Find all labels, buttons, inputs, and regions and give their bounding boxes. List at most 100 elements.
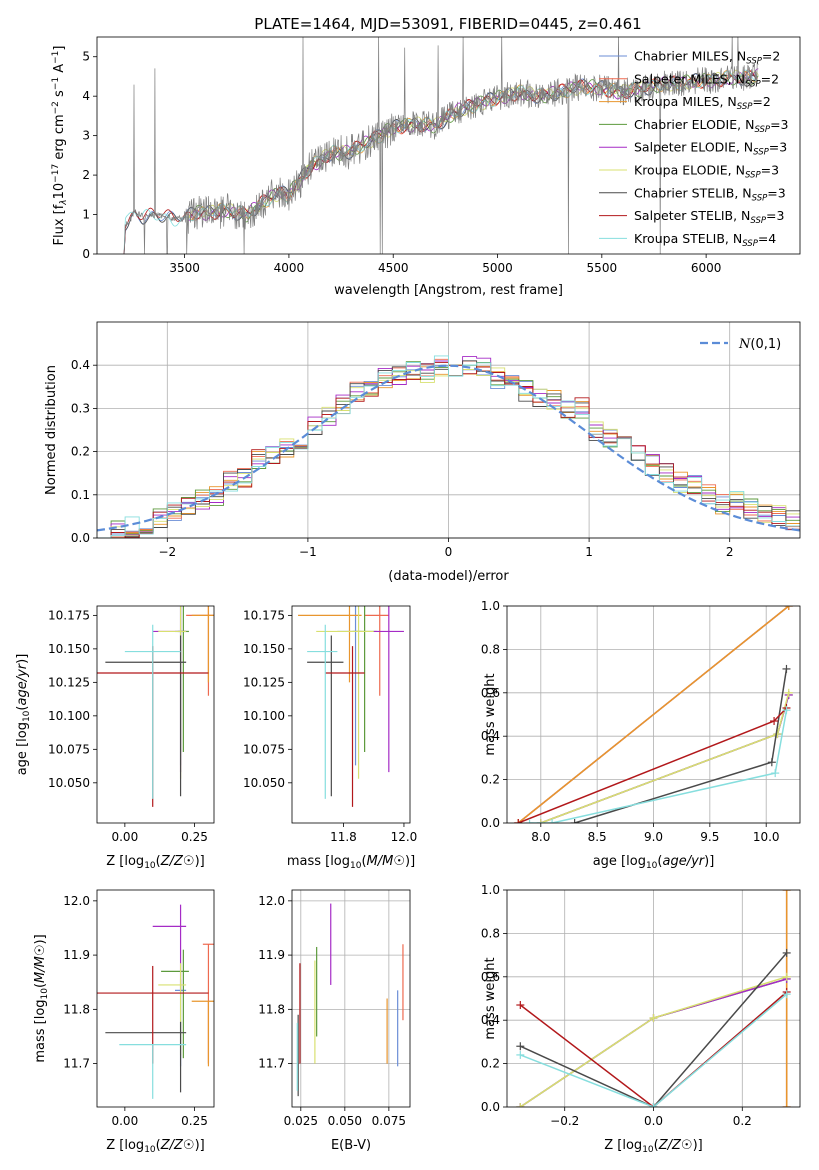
y-tick-label: 0.8 <box>481 926 500 940</box>
legend-label: N(0,1) <box>738 337 781 352</box>
y-tick-label: 0.0 <box>71 531 90 545</box>
panel-1: −2 −1 0 1 2 0.0 0.1 0.2 0.3 0.4 (data-model)/error… <box>44 321 801 584</box>
y-axis-label: mass weight <box>483 673 498 755</box>
y-tick-label: 12.0 <box>63 894 90 908</box>
x-tick-label: 6000 <box>691 261 722 275</box>
x-axis-label: mass [log10(M/M☉)] <box>287 854 415 871</box>
legend: Chabrier MILES, NSSP=2 Salpeter MILES, NS… <box>599 49 789 249</box>
x-tick-label: −0.2 <box>550 1114 579 1128</box>
weight-line <box>517 606 790 823</box>
weight-line <box>529 710 788 823</box>
legend-label: Chabrier ELODIE, NSSP=3 <box>634 117 789 135</box>
legend-label: Kroupa ELODIE, NSSP=3 <box>634 163 779 181</box>
histogram-plot <box>97 355 800 538</box>
y-tick-label: 10.150 <box>243 642 285 656</box>
y-tick-label: 4 <box>82 89 90 103</box>
gaussian-curve <box>97 364 800 532</box>
y-tick-label: 10.100 <box>243 709 285 723</box>
y-tick-label: 11.9 <box>63 948 90 962</box>
y-tick-label: 0.4 <box>481 1013 500 1027</box>
x-tick-label: −2 <box>158 545 176 559</box>
y-tick-label: 11.7 <box>258 1057 285 1071</box>
x-tick-label: 0.0 <box>644 1114 663 1128</box>
x-tick-label: 3500 <box>169 261 200 275</box>
weight-line <box>540 694 790 823</box>
x-axis-label: Z [log10(Z/Z☉)] <box>106 1138 204 1155</box>
x-tick-label: 10.0 <box>753 830 780 844</box>
weight-line <box>519 952 788 1107</box>
residual-histogram <box>97 355 800 538</box>
x-tick-label: 11.8 <box>330 830 357 844</box>
y-tick-label: 2 <box>82 168 90 182</box>
y-tick-label: 11.8 <box>63 1002 90 1016</box>
y-axis-label: Normed distribution <box>44 365 59 495</box>
y-tick-label: 11.7 <box>63 1057 90 1071</box>
x-axis-label: Z [log10(Z/Z☉)] <box>604 1138 702 1155</box>
y-axis-label: mass [log10(M/M☉)] <box>33 934 50 1062</box>
x-tick-label: 0.00 <box>111 830 138 844</box>
figure-title: PLATE=1464, MJD=53091, FIBERID=0445, z=0… <box>254 15 641 33</box>
x-axis-label: wavelength [Angstrom, rest frame] <box>334 283 563 298</box>
y-tick-label: 0.0 <box>481 816 500 830</box>
x-axis-label: age [log10(age/yr)] <box>593 854 715 871</box>
y-tick-label: 0.1 <box>71 488 90 502</box>
errorbar-plot <box>97 904 214 1099</box>
x-tick-label: 1 <box>585 545 593 559</box>
y-tick-label: 10.125 <box>48 675 90 689</box>
x-tick-label: 0.2 <box>733 1114 752 1128</box>
y-axis-label: age [log10(age/yr)] <box>15 654 32 776</box>
y-tick-label: 0.6 <box>481 686 500 700</box>
panel-6: 0.025 0.050 0.075 11.7 11.8 11.9 12.0 E(B-V) <box>258 889 411 1153</box>
y-tick-label: 5 <box>82 50 90 64</box>
y-tick-label: 3 <box>82 129 90 143</box>
legend-label: Kroupa STELIB, NSSP=4 <box>634 231 776 249</box>
weight-line <box>519 991 788 1107</box>
panel-0: 3500 4000 4500 5000 5500 6000 0 1 2 3 4 5 wavelength… <box>51 36 801 298</box>
legend: N(0,1) <box>700 337 781 352</box>
axes-frame <box>96 321 801 539</box>
y-axis-label: mass weight <box>483 957 498 1039</box>
weight-line <box>540 694 790 823</box>
y-axis-label: Flux [fλ10−17 erg cm−2 s−1 A−1] <box>51 46 69 246</box>
y-tick-label: 0.4 <box>481 729 500 743</box>
x-tick-label: 0.00 <box>111 1114 138 1128</box>
x-tick-label: 4000 <box>274 261 305 275</box>
weight-plot <box>516 890 791 1107</box>
x-axis-label: Z [log10(Z/Z☉)] <box>106 854 204 871</box>
axes-frame <box>96 36 801 255</box>
weight-plot <box>514 606 793 823</box>
y-tick-label: 0.2 <box>481 773 500 787</box>
axes-frame <box>506 889 801 1108</box>
errorbar-plot <box>298 606 404 807</box>
legend-label: Kroupa MILES, NSSP=2 <box>634 94 771 112</box>
y-tick-label: 10.150 <box>48 642 90 656</box>
x-tick-label: −1 <box>299 545 317 559</box>
y-tick-label: 11.8 <box>258 1002 285 1016</box>
y-tick-label: 1.0 <box>481 883 500 897</box>
x-tick-label: 5000 <box>482 261 513 275</box>
y-tick-label: 10.075 <box>48 742 90 756</box>
x-tick-label: 8.5 <box>588 830 607 844</box>
errorbar-plot <box>296 903 404 1097</box>
x-tick-label: 2 <box>726 545 734 559</box>
y-tick-label: 0.8 <box>481 642 500 656</box>
y-tick-label: 10.075 <box>243 742 285 756</box>
x-tick-label: 0.25 <box>181 830 208 844</box>
weight-line <box>540 692 790 823</box>
axes-frame <box>96 605 215 824</box>
panel-3: 11.8 12.0 10.050 10.075 10.100 10.125 10.150 10… <box>243 605 417 871</box>
x-tick-label: 4500 <box>378 261 409 275</box>
x-tick-label: 5500 <box>587 261 618 275</box>
axes-frame <box>506 605 801 824</box>
legend-label: Salpeter MILES, NSSP=2 <box>634 71 779 89</box>
weight-line <box>520 993 788 1107</box>
y-tick-label: 0.2 <box>71 445 90 459</box>
y-tick-label: 0.0 <box>481 1100 500 1114</box>
y-tick-label: 10.050 <box>243 776 285 790</box>
legend-label: Salpeter STELIB, NSSP=3 <box>634 208 784 226</box>
observed-spectrum <box>123 37 759 254</box>
x-tick-label: 12.0 <box>391 830 418 844</box>
x-tick-label: 0.075 <box>372 1114 406 1128</box>
x-tick-label: 8.0 <box>531 830 550 844</box>
